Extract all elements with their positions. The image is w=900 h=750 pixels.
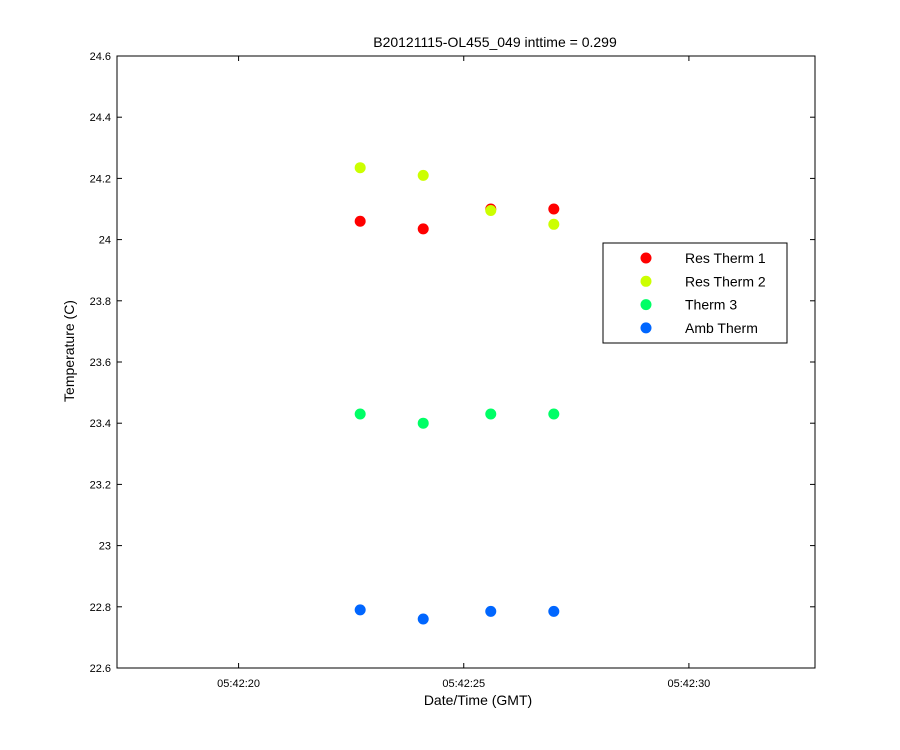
- legend: Res Therm 1 Res Therm 2 Therm 3 Amb Therm: [602, 242, 788, 344]
- y-tick-label: 23.6: [90, 357, 111, 369]
- legend-box: [602, 242, 788, 344]
- legend-label: Res Therm 2: [685, 273, 766, 289]
- data-point: [354, 215, 366, 227]
- data-points: [354, 162, 560, 625]
- y-axis-label: Temperature (C): [61, 300, 77, 402]
- data-point: [485, 605, 497, 617]
- data-point: [417, 223, 429, 235]
- x-tick-label: 05:42:30: [667, 678, 710, 690]
- y-tick-label: 23.8: [90, 296, 111, 308]
- legend-label: Amb Therm: [685, 320, 758, 336]
- data-point: [548, 408, 560, 420]
- data-point: [417, 613, 429, 625]
- legend-items: Res Therm 1 Res Therm 2 Therm 3 Amb Therm: [640, 250, 766, 336]
- legend-label: Therm 3: [685, 297, 737, 313]
- x-tick-label: 05:42:20: [217, 678, 260, 690]
- y-tick-label: 24.4: [90, 112, 111, 124]
- data-point: [548, 218, 560, 230]
- data-point: [485, 205, 497, 217]
- chart-title: B20121115-OL455_049 inttime = 0.299: [373, 34, 617, 50]
- data-point: [354, 408, 366, 420]
- legend-label: Res Therm 1: [685, 250, 766, 266]
- y-tick-label: 22.8: [90, 602, 111, 614]
- y-tick-label: 24.6: [90, 51, 111, 63]
- y-tick-label: 24: [99, 235, 111, 247]
- y-tick-label: 24.2: [90, 173, 111, 185]
- x-axis-label: Date/Time (GMT): [424, 692, 532, 708]
- x-tick-label: 05:42:25: [442, 678, 485, 690]
- data-point: [548, 203, 560, 215]
- data-point: [417, 169, 429, 181]
- axis-ticks: 22.6 22.8 23 23.2 23.4 23.6 23.8 24 24.2 24.4 24.6…: [90, 51, 815, 690]
- plot-area: [116, 55, 816, 669]
- data-point: [354, 162, 366, 174]
- y-tick-label: 23: [99, 541, 111, 553]
- legend-marker: [640, 322, 652, 334]
- legend-marker: [640, 252, 652, 264]
- legend-marker: [640, 275, 652, 287]
- data-point: [485, 408, 497, 420]
- y-tick-label: 23.4: [90, 418, 111, 430]
- data-point: [417, 417, 429, 429]
- data-point: [354, 604, 366, 616]
- data-point: [548, 605, 560, 617]
- y-tick-label: 22.6: [90, 663, 111, 675]
- legend-marker: [640, 299, 652, 311]
- y-tick-label: 23.2: [90, 479, 111, 491]
